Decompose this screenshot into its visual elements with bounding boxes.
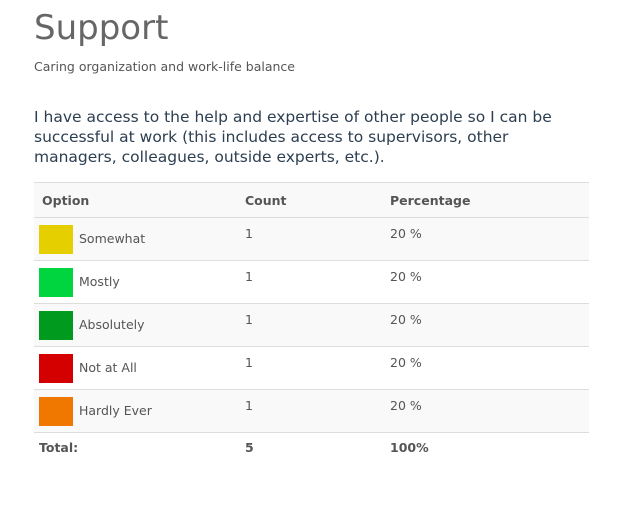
count-cell: 1 xyxy=(237,217,382,261)
option-label: Absolutely xyxy=(79,317,145,332)
survey-question: I have access to the help and expertise … xyxy=(34,108,552,166)
option-label: Mostly xyxy=(79,274,120,289)
count-cell: 1 xyxy=(237,260,382,304)
total-label: Total: xyxy=(39,439,79,455)
total-percentage: 100% xyxy=(390,439,429,455)
count-cell: 1 xyxy=(237,389,382,433)
count-cell: 1 xyxy=(237,346,382,390)
table-row: Somewhat 1 20 % xyxy=(34,217,589,261)
percentage-column-header: Percentage xyxy=(382,182,589,218)
table-header-row: Option Count Percentage xyxy=(34,182,589,218)
option-cell: Absolutely xyxy=(34,303,237,347)
page-title: Support xyxy=(34,8,169,48)
option-cell: Mostly xyxy=(34,260,237,304)
option-label: Not at All xyxy=(79,360,137,375)
table-row: Mostly 1 20 % xyxy=(34,260,589,304)
total-count: 5 xyxy=(245,439,254,455)
percentage-cell: 20 % xyxy=(382,303,589,347)
option-label: Somewhat xyxy=(79,231,146,246)
option-cell: Hardly Ever xyxy=(34,389,237,433)
color-swatch xyxy=(39,267,73,297)
color-swatch xyxy=(39,396,73,426)
count-cell: 1 xyxy=(237,303,382,347)
option-label: Hardly Ever xyxy=(79,403,152,418)
percentage-cell: 20 % xyxy=(382,346,589,390)
option-cell: Somewhat xyxy=(34,217,237,261)
table-row: Not at All 1 20 % xyxy=(34,346,589,390)
table-row: Absolutely 1 20 % xyxy=(34,303,589,347)
total-row: Total: 5 100% xyxy=(34,433,589,462)
table-row: Hardly Ever 1 20 % xyxy=(34,389,589,433)
color-swatch xyxy=(39,224,73,254)
count-column-header: Count xyxy=(237,182,382,218)
option-cell: Not at All xyxy=(34,346,237,390)
color-swatch xyxy=(39,310,73,340)
page-subtitle: Caring organization and work-life balanc… xyxy=(34,59,295,74)
percentage-cell: 20 % xyxy=(382,389,589,433)
results-table: Option Count Percentage Somewhat 1 20 % … xyxy=(34,182,589,461)
option-column-header: Option xyxy=(34,182,237,218)
color-swatch xyxy=(39,353,73,383)
percentage-cell: 20 % xyxy=(382,260,589,304)
percentage-cell: 20 % xyxy=(382,217,589,261)
